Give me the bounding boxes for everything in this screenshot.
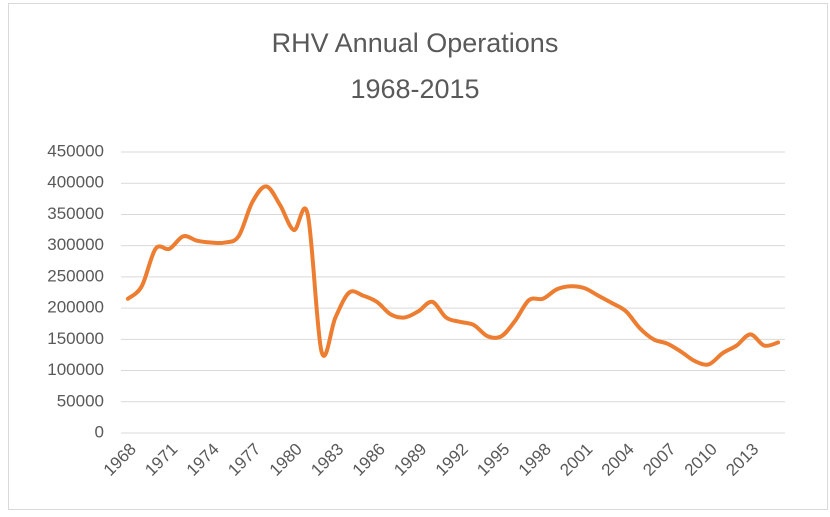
chart-title: RHV Annual Operations [272,28,559,58]
y-tick-label: 50000 [57,391,104,410]
y-tick-label: 0 [95,422,104,441]
chart-subtitle: 1968-2015 [350,74,479,104]
y-tick-label: 100000 [47,360,104,379]
y-tick-label: 350000 [47,204,104,223]
y-tick-label: 400000 [47,173,104,192]
y-tick-label: 200000 [47,298,104,317]
line [125,184,781,367]
y-tick-label: 250000 [47,266,104,285]
chart-border [8,3,828,510]
y-tick-label: 300000 [47,235,104,254]
y-tick-label: 150000 [47,329,104,348]
y-tick-label: 450000 [47,141,104,160]
